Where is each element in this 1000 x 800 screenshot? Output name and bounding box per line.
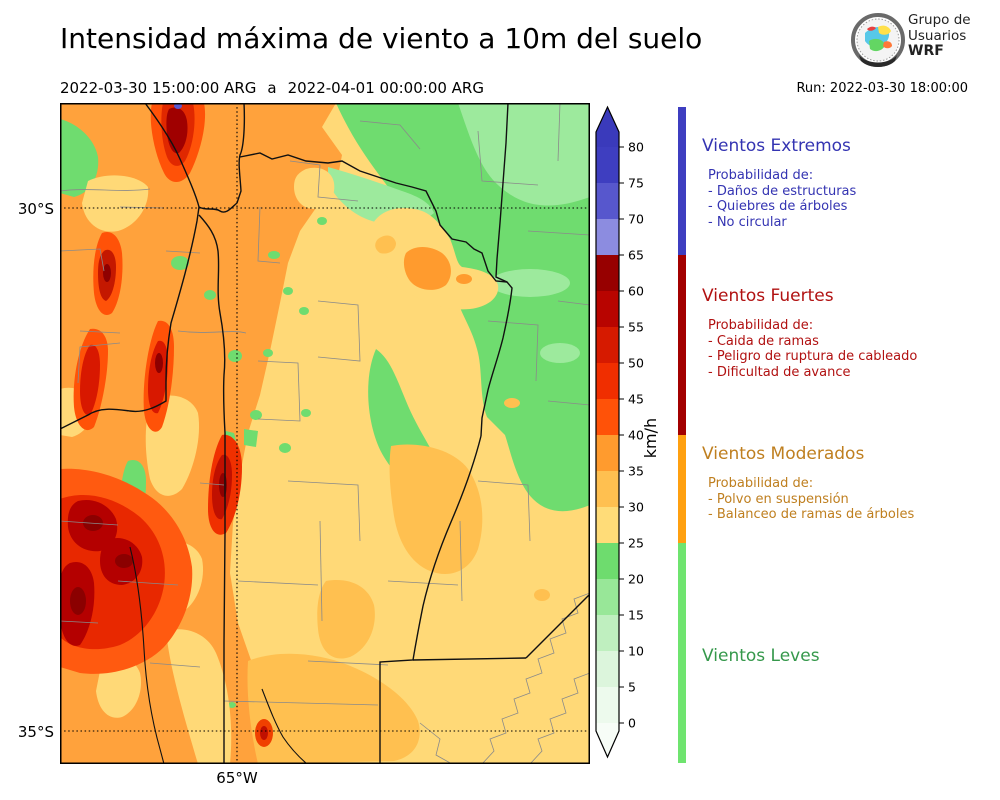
colorbar-tick-label: 30 xyxy=(628,500,644,515)
globe-icon xyxy=(851,13,905,67)
legend-probability-item: - Polvo en suspensión xyxy=(708,491,849,507)
legend-category-vientos-extremos: Vientos Extremos Probabilidad de: - Daños … xyxy=(702,136,992,230)
colorbar-segment-20-25 xyxy=(596,543,619,579)
map-border xyxy=(60,103,590,764)
legend-bar-vientos-fuertes xyxy=(678,255,686,435)
legend-probability-label: Probabilidad de: xyxy=(708,318,814,333)
period-separator: a xyxy=(267,79,277,97)
colorbar-tick-label: 25 xyxy=(628,536,644,551)
colorbar-over-arrow xyxy=(596,107,619,147)
colorbar-tick-label: 35 xyxy=(628,464,644,479)
legend-category-details: Probabilidad de: - Caida de ramas - Peligr… xyxy=(702,318,992,380)
wind-intensity-map xyxy=(59,102,591,765)
colorbar-tick-label: 45 xyxy=(628,392,644,407)
legend-category-vientos-moderados: Vientos Moderados Probabilidad de: - Polvo… xyxy=(702,444,992,523)
colorbar-segment-65-70 xyxy=(596,219,619,255)
legend-category-title: Vientos Fuertes xyxy=(702,286,834,306)
legend-probability-item: - Dificultad de avance xyxy=(708,364,851,380)
colorbar-segment-0-5 xyxy=(596,687,619,723)
legend-probability-item: - Caida de ramas xyxy=(708,333,819,349)
colorbar-segment-10-15 xyxy=(596,615,619,651)
colorbar-segment-35-40 xyxy=(596,435,619,471)
colorbar-segment-60-65 xyxy=(596,255,619,291)
colorbar-segment-45-50 xyxy=(596,363,619,399)
colorbar-tick-label: 15 xyxy=(628,608,644,623)
valid-from: 2022-03-30 15:00:00 ARG xyxy=(60,79,257,97)
colorbar-segment-5-10 xyxy=(596,651,619,687)
lat-tick-35s: 35°S xyxy=(17,723,54,741)
colorbar-tick-label: 0 xyxy=(628,716,636,731)
legend-bar-vientos-moderados xyxy=(678,435,686,543)
colorbar-tick-label: 80 xyxy=(628,140,644,155)
boundary-lines-west xyxy=(129,546,308,765)
legend-category-vientos-leves: Vientos Leves xyxy=(702,646,992,666)
legend-bar-vientos-leves xyxy=(678,543,686,763)
legend-probability-item: - Peligro de ruptura de cableado xyxy=(708,349,918,365)
logo-text: Grupo de Usuarios WRF xyxy=(908,12,971,60)
colorbar-outline xyxy=(595,105,620,759)
legend-category-details: Probabilidad de: - Daños de estructuras - … xyxy=(702,168,992,230)
legend-probability-label: Probabilidad de: xyxy=(708,168,814,183)
colorbar-segment-25-30 xyxy=(596,507,619,543)
legend-category-details: Probabilidad de: - Polvo en suspensión - B… xyxy=(702,476,992,523)
department-borders xyxy=(59,102,591,765)
legend-probability-item: - No circular xyxy=(708,214,787,230)
colorbar: 0 5 10 15 20 25 30 35 40 45 50 55 60 65 70 75 80 km/h xyxy=(595,105,660,759)
legend-probability-item: - Balanceo de ramas de árboles xyxy=(708,507,915,523)
logo-line-1: Grupo de xyxy=(908,12,971,28)
page-title: Intensidad máxima de viento a 10m del su… xyxy=(60,22,703,55)
wrf-users-group-logo xyxy=(851,13,905,67)
legend-probability-item: - Quiebres de árboles xyxy=(708,199,848,215)
colorbar-unit-label: km/h xyxy=(641,418,660,458)
colorbar-tick-label: 10 xyxy=(628,644,644,659)
colorbar-tick-label: 55 xyxy=(628,320,644,335)
logo-line-2: Usuarios xyxy=(908,27,967,44)
colorbar-tick-label: 20 xyxy=(628,572,644,587)
colorbar-tick-label: 50 xyxy=(628,356,644,371)
colorbar-tick-label: 65 xyxy=(628,248,644,263)
colorbar-tick-label: 5 xyxy=(628,680,636,695)
legend-probability-item: - Daños de estructuras xyxy=(708,183,857,199)
legend-category-vientos-fuertes: Vientos Fuertes Probabilidad de: - Caida d… xyxy=(702,286,992,380)
colorbar-segment-75-80 xyxy=(596,147,619,183)
logo-line-3: WRF xyxy=(908,43,944,59)
colorbar-segment-30-35 xyxy=(596,471,619,507)
legend-category-title: Vientos Moderados xyxy=(702,444,865,464)
lon-tick-65w: 65°W xyxy=(216,769,258,787)
colorbar-segment-40-45 xyxy=(596,399,619,435)
legend-bar-vientos-extremos xyxy=(678,107,686,255)
province-borders xyxy=(59,102,591,764)
colorbar-segment-15-20 xyxy=(596,579,619,615)
map-canvas xyxy=(59,102,591,765)
colorbar-under-arrow xyxy=(596,723,619,757)
graticule-lines xyxy=(60,103,590,764)
colorbar-tick-label: 60 xyxy=(628,284,644,299)
lat-tick-30s: 30°S xyxy=(17,200,54,218)
colorbar-tick-label: 70 xyxy=(628,212,644,227)
colorbar-tick-label: 40 xyxy=(628,428,644,443)
colorbar-tick-label: 75 xyxy=(628,176,644,191)
colorbar-segment-70-75 xyxy=(596,183,619,219)
legend-category-title: Vientos Extremos xyxy=(702,136,851,156)
legend-probability-label: Probabilidad de: xyxy=(708,476,814,491)
colorbar-segment-55-60 xyxy=(596,291,619,327)
legend-category-title: Vientos Leves xyxy=(702,646,820,666)
valid-period: 2022-03-30 15:00:00 ARG a 2022-04-01 00:00… xyxy=(60,79,484,97)
model-run-label: Run: 2022-03-30 18:00:00 xyxy=(796,81,968,96)
colorbar-segment-50-55 xyxy=(596,327,619,363)
valid-to: 2022-04-01 00:00:00 ARG xyxy=(287,79,484,97)
